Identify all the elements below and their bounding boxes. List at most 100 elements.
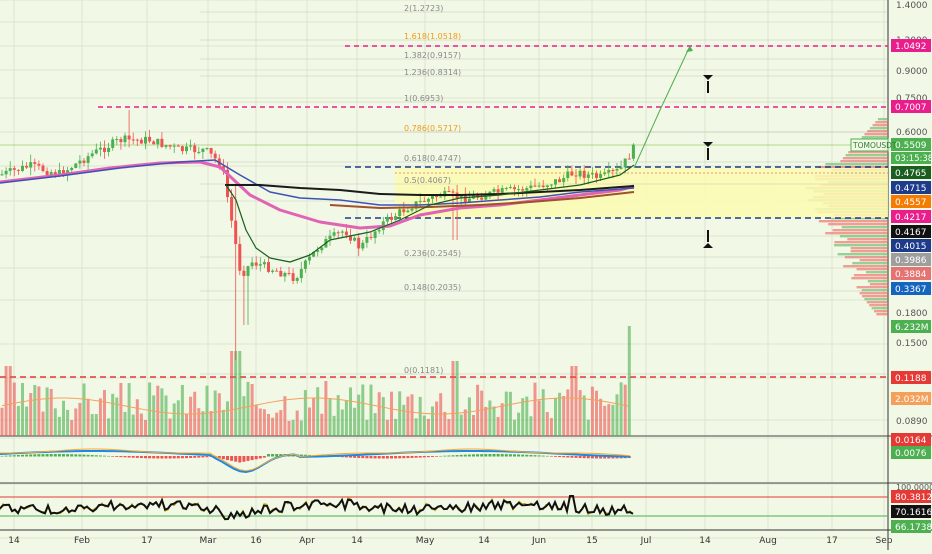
candle-body: [426, 198, 430, 202]
macd-histogram-bar: [422, 456, 426, 458]
candle-body: [53, 172, 57, 176]
candle-body: [262, 262, 266, 265]
candle-body: [410, 208, 414, 211]
price-label-bg: [891, 181, 931, 194]
macd-histogram-bar: [246, 456, 250, 461]
price-label: 0.3884: [895, 270, 927, 280]
price-label: 0.0164: [895, 436, 927, 446]
volume-bar: [455, 361, 459, 436]
profile-bar: [869, 304, 888, 307]
price-tick: 0.0890: [896, 417, 928, 427]
macd-histogram-bar: [193, 456, 197, 458]
macd-histogram-bar: [344, 456, 348, 458]
profile-bar: [878, 118, 888, 121]
fib-label: 1.618(1.0518): [404, 32, 461, 41]
volume-bar: [299, 420, 303, 436]
volume-bar: [66, 409, 70, 436]
candle-body: [156, 138, 160, 145]
macd-histogram-bar: [156, 456, 160, 459]
macd-histogram-bar: [4, 455, 8, 457]
candle-body: [82, 160, 86, 163]
price-axis[interactable]: 1.40001.20000.90000.75000.60000.18000.15…: [850, 1, 932, 533]
volume-bar: [62, 400, 65, 436]
macd-histogram-bar: [447, 455, 451, 457]
macd-histogram-bar: [582, 456, 586, 459]
fib-label: 1.382(0.9157): [404, 51, 461, 60]
macd-histogram-bar: [525, 454, 529, 457]
fib-label: 0.786(0.5717): [404, 124, 461, 133]
macd-histogram-bar: [599, 456, 603, 459]
macd-histogram-bar: [414, 456, 418, 458]
macd-histogram-bar: [57, 454, 61, 457]
macd-histogram-bar: [365, 456, 369, 459]
volume-bar: [180, 384, 184, 436]
price-label: 0.3986: [895, 256, 927, 266]
macd-histogram-bar: [426, 456, 430, 458]
fib-label: 0.148(0.2035): [404, 283, 461, 292]
candle-body: [332, 232, 336, 236]
profile-bar: [871, 307, 888, 310]
candle-body: [537, 185, 541, 187]
candle-body: [62, 170, 65, 176]
time-axis[interactable]: 14 Feb 17 Mar 16 Apr 14 May 14 Jun 15 Jul 14 Aug 17 Sep: [8, 536, 892, 546]
candle-body: [25, 165, 29, 168]
candle-body: [545, 185, 549, 188]
candle-body: [513, 187, 516, 190]
volume-bar: [484, 406, 488, 436]
profile-bar: [862, 295, 888, 298]
candle-body: [607, 170, 611, 173]
price-label-bg: [891, 446, 931, 459]
rsi-tick: 100.0000: [896, 483, 932, 492]
profile-bar: [837, 253, 888, 256]
volume-bar: [361, 384, 365, 436]
volume-bar: [4, 366, 8, 436]
macd-histogram-bar: [262, 456, 266, 458]
candle-body: [541, 185, 545, 188]
volume-bar: [267, 413, 270, 436]
time-tick: 16: [250, 536, 262, 546]
candle-body: [176, 145, 180, 147]
macd-histogram-bar: [168, 456, 172, 459]
macd-histogram-bar: [513, 454, 516, 457]
candle-body: [627, 158, 631, 160]
macd-histogram-bar: [185, 456, 188, 459]
macd-histogram-bar: [107, 455, 111, 457]
volume-bar: [353, 407, 357, 436]
time-tick: Jun: [531, 536, 546, 546]
macd-histogram-bar: [590, 456, 594, 459]
rsi-pane: [0, 495, 888, 521]
price-label: 2.032M: [895, 395, 929, 405]
profile-bar: [842, 157, 888, 160]
macd-histogram-bar: [492, 454, 496, 457]
macd-histogram-bar: [443, 455, 447, 457]
candle-body: [201, 148, 205, 152]
profile-bar: [876, 313, 888, 316]
macd-histogram-bar: [517, 454, 521, 457]
volume-bar: [525, 396, 529, 436]
candle-body: [37, 163, 41, 166]
volume-bar: [611, 404, 615, 436]
volume-bar: [29, 393, 33, 436]
macd-histogram-bar: [160, 456, 164, 459]
macd-histogram-bar: [115, 456, 119, 457]
volume-bar: [287, 420, 291, 436]
volume-bar: [492, 406, 496, 436]
profile-bar: [872, 124, 888, 127]
consolidation-box: [395, 168, 888, 218]
volume-bar: [426, 418, 430, 436]
macd-histogram-bar: [41, 454, 45, 457]
price-label-bg: [891, 505, 931, 518]
volume-bar: [570, 366, 574, 436]
profile-bar: [845, 154, 888, 157]
candle-body: [90, 153, 94, 157]
price-tick: 0.6000: [896, 128, 928, 138]
volume-bar: [517, 412, 521, 436]
price-label-bg: [891, 210, 931, 223]
time-tick: 17: [826, 536, 837, 546]
volume-bar: [279, 410, 283, 436]
macd-histogram-bar: [611, 456, 615, 459]
macd-histogram-bar: [279, 454, 283, 457]
